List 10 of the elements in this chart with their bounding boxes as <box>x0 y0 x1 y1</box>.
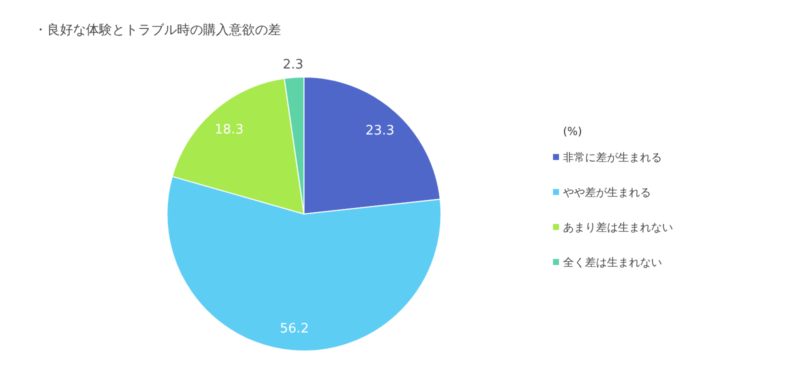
legend-label: 全く差は生まれない <box>563 256 662 269</box>
data-label: 56.2 <box>280 321 309 336</box>
data-label: 18.3 <box>214 122 244 138</box>
legend-label: あまり差は生まれない <box>563 221 673 234</box>
legend-title: (%) <box>563 125 582 138</box>
chart-title: ・良好な体験とトラブル時の購入意欲の差 <box>34 23 281 38</box>
legend-label: 非常に差が生まれる <box>563 151 662 164</box>
data-label: 2.3 <box>282 57 304 72</box>
data-label: 23.3 <box>365 123 394 138</box>
legend-label: やや差が生まれる <box>563 186 651 199</box>
